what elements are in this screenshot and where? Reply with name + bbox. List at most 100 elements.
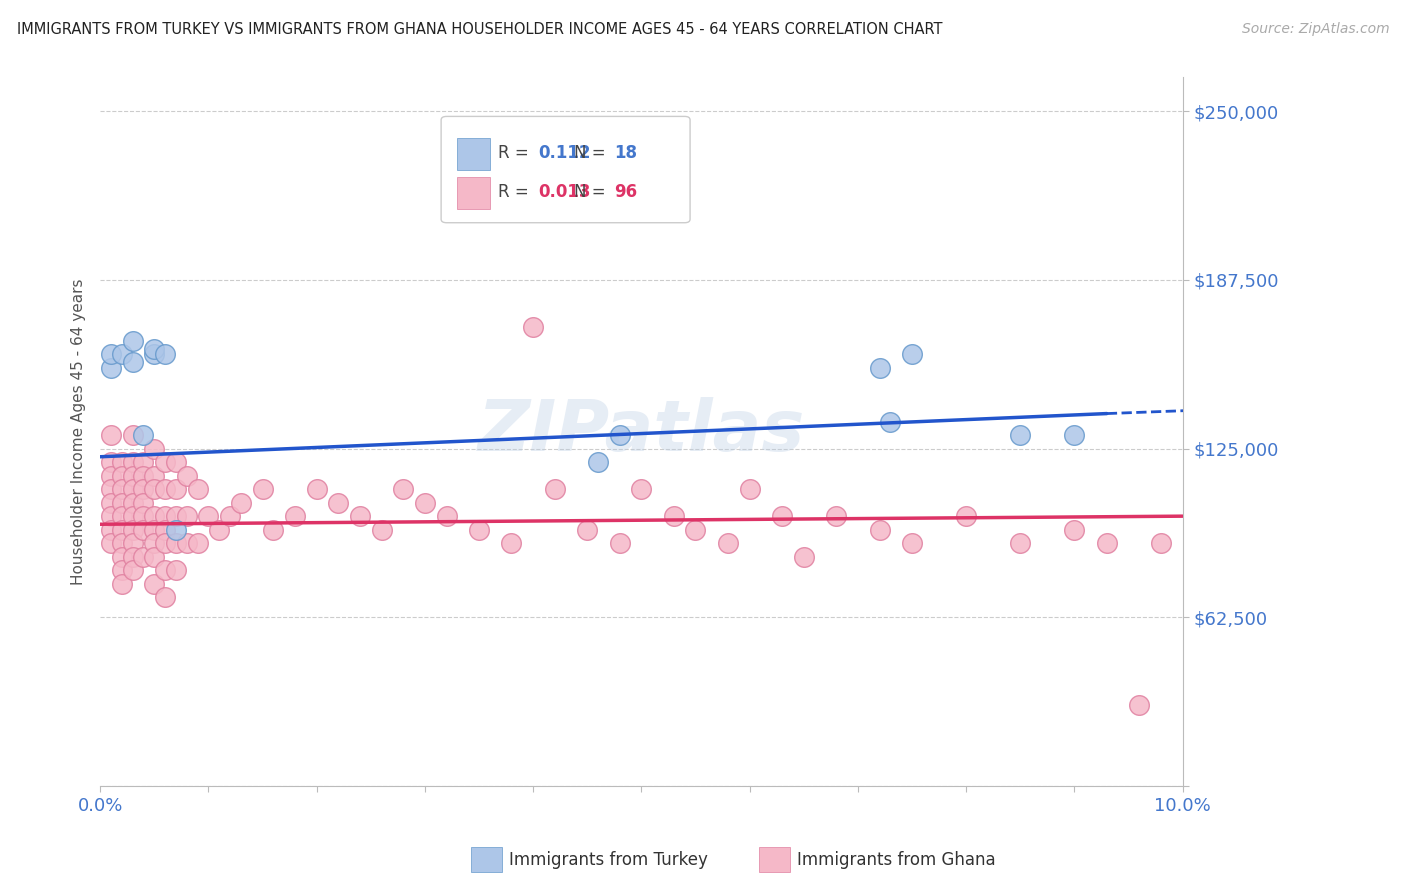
FancyBboxPatch shape [457,177,489,209]
Point [100,523,122,537]
Point [143,523,166,537]
Point [1010,428,1032,442]
Text: 96: 96 [614,183,637,202]
Point [436,509,458,524]
Point [717,536,740,550]
Text: 0.013: 0.013 [538,183,591,202]
Point [132,482,155,496]
Point [111,549,134,564]
Point [609,536,631,550]
Point [143,342,166,356]
Point [501,536,523,550]
Point [176,536,198,550]
Y-axis label: Householder Income Ages 45 - 64 years: Householder Income Ages 45 - 64 years [72,278,86,585]
Text: R =: R = [499,183,534,202]
Point [544,482,567,496]
Text: 0.112: 0.112 [538,145,591,162]
Point [132,549,155,564]
Point [121,563,143,577]
Point [111,482,134,496]
Point [143,482,166,496]
Point [143,576,166,591]
Point [176,509,198,524]
Point [153,482,176,496]
Point [609,428,631,442]
Text: N =: N = [574,145,612,162]
Point [370,523,392,537]
Text: IMMIGRANTS FROM TURKEY VS IMMIGRANTS FROM GHANA HOUSEHOLDER INCOME AGES 45 - 64 : IMMIGRANTS FROM TURKEY VS IMMIGRANTS FRO… [17,22,942,37]
Point [165,563,187,577]
Point [738,482,761,496]
Point [121,428,143,442]
Point [111,347,134,361]
Point [869,360,891,375]
Point [100,482,122,496]
Point [121,468,143,483]
Point [121,496,143,510]
Point [121,482,143,496]
Point [132,455,155,469]
Point [1063,428,1085,442]
Text: ZIPatlas: ZIPatlas [478,397,806,467]
Point [825,509,848,524]
Point [165,523,187,537]
Point [143,442,166,456]
Point [153,590,176,604]
Point [143,509,166,524]
Point [252,482,274,496]
Point [132,523,155,537]
Point [143,549,166,564]
Point [1010,536,1032,550]
Point [165,536,187,550]
Point [349,509,371,524]
Point [100,428,122,442]
Point [793,549,815,564]
FancyBboxPatch shape [441,117,690,223]
Point [121,334,143,348]
Point [121,455,143,469]
Point [132,428,155,442]
Text: 18: 18 [614,145,637,162]
Point [111,509,134,524]
Text: Source: ZipAtlas.com: Source: ZipAtlas.com [1241,22,1389,37]
Point [586,455,609,469]
Point [153,347,176,361]
Point [111,468,134,483]
Point [100,468,122,483]
Point [770,509,793,524]
Point [1150,536,1173,550]
Point [392,482,415,496]
Point [284,509,307,524]
Point [901,347,924,361]
Point [100,509,122,524]
Point [132,496,155,510]
Point [955,509,977,524]
Point [176,468,198,483]
Point [1128,698,1150,713]
Text: Immigrants from Ghana: Immigrants from Ghana [797,851,995,869]
Point [1095,536,1118,550]
Point [229,496,252,510]
Point [576,523,599,537]
Point [143,536,166,550]
Point [121,523,143,537]
Point [869,523,891,537]
Point [153,563,176,577]
Point [153,509,176,524]
Point [165,482,187,496]
Point [1063,523,1085,537]
Point [197,509,219,524]
Point [187,536,209,550]
Point [121,536,143,550]
Point [111,523,134,537]
Point [879,415,901,429]
Point [328,496,350,510]
Point [262,523,284,537]
Point [100,360,122,375]
Point [662,158,685,172]
Point [143,468,166,483]
Point [153,536,176,550]
Point [153,455,176,469]
Point [153,523,176,537]
Point [121,355,143,369]
